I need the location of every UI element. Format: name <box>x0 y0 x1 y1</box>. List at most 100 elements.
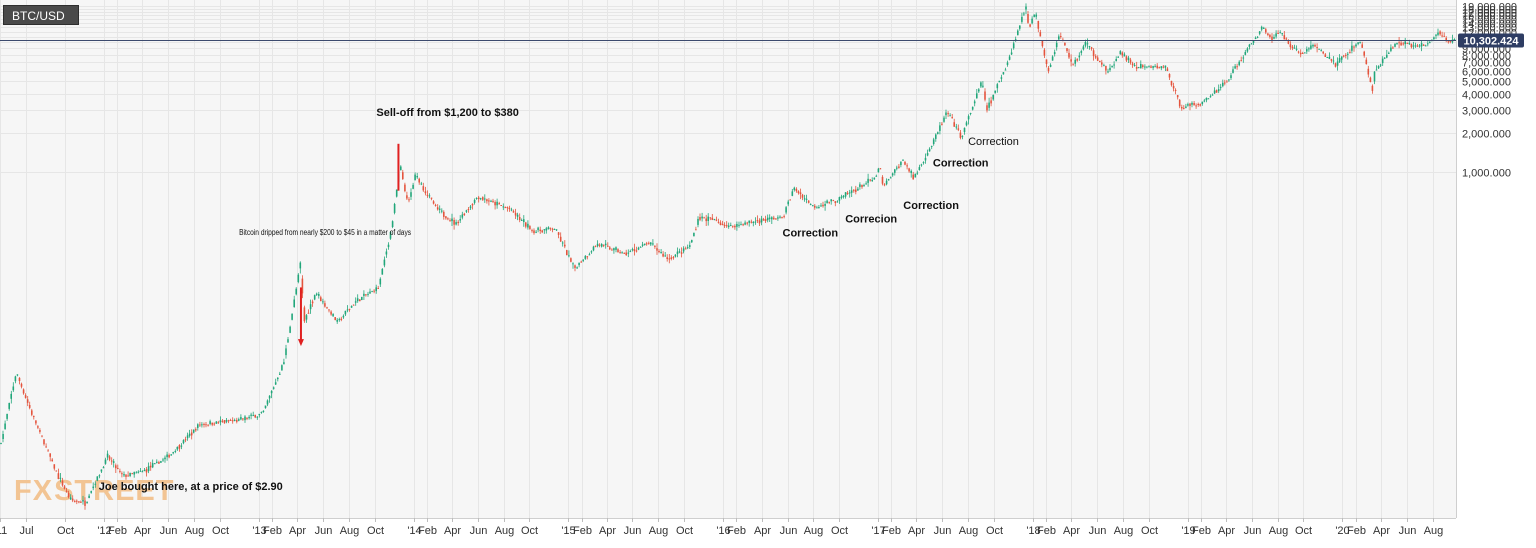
candle-body <box>1195 105 1197 107</box>
candle-body <box>28 405 31 408</box>
x-tick-label: Apr <box>908 525 925 537</box>
candle-body <box>848 192 851 194</box>
candle-body <box>561 242 564 244</box>
x-tick-label: '18 <box>1026 525 1040 537</box>
candle <box>957 124 960 132</box>
candle <box>133 471 135 478</box>
x-tick-label: Jun <box>1089 525 1107 537</box>
candle-body <box>1207 98 1210 100</box>
candle <box>861 184 863 189</box>
candle <box>619 250 621 254</box>
candle-body <box>1111 65 1113 68</box>
candle <box>984 88 986 102</box>
price-axis[interactable]: 1,000.000 2,000.000 3,000.000 4,000.0005,00… <box>1462 2 1517 180</box>
candle <box>299 261 302 274</box>
candle-body <box>322 301 324 303</box>
candle <box>1092 48 1095 61</box>
candle <box>260 411 263 414</box>
candle-body <box>678 251 681 253</box>
candle <box>1113 61 1115 69</box>
candle <box>904 160 906 166</box>
candle <box>1014 36 1017 42</box>
candle <box>131 472 133 475</box>
candle <box>674 254 677 258</box>
candle-body <box>272 387 275 389</box>
candle-body <box>1017 30 1019 36</box>
candle <box>250 412 252 420</box>
candle-body <box>1410 43 1413 48</box>
candle-body <box>736 224 738 227</box>
candle <box>420 181 423 186</box>
candle-body <box>1055 42 1058 48</box>
x-tick-label: Jun <box>624 525 642 537</box>
candle-body <box>1205 97 1208 101</box>
candle-body <box>147 466 150 472</box>
candle-body <box>594 245 597 247</box>
candle-body <box>1283 35 1286 40</box>
candle <box>1000 74 1003 82</box>
candle <box>1181 104 1183 111</box>
candle <box>192 429 195 434</box>
candle <box>1285 37 1288 41</box>
candle-body <box>1183 107 1185 109</box>
candle <box>209 419 211 426</box>
candle-body <box>108 456 111 460</box>
candle <box>668 254 671 264</box>
candle <box>887 178 890 181</box>
watermark: FX STREET <box>14 475 173 507</box>
candle-body <box>254 414 256 418</box>
time-axis[interactable]: '11JulOct'12FebAprJunAugOct'13FebAprJunA… <box>0 518 1443 537</box>
candle <box>338 317 341 322</box>
candle-body <box>982 85 984 87</box>
candle-body <box>426 194 429 196</box>
candle <box>1299 49 1302 58</box>
candle-body <box>293 299 295 307</box>
candle-body <box>180 445 183 447</box>
x-tick-label: Oct <box>57 525 74 537</box>
candle-body <box>1336 61 1339 66</box>
candle-body <box>248 416 250 419</box>
candle <box>1017 29 1019 36</box>
x-tick-label: Aug <box>1424 525 1444 537</box>
candle-body <box>24 395 27 398</box>
candle-body <box>104 459 107 464</box>
symbol-badge[interactable]: BTC/USD <box>3 5 79 25</box>
candle <box>719 220 722 226</box>
candle <box>684 246 687 250</box>
candle-body <box>701 216 703 219</box>
candle-body <box>1023 13 1025 15</box>
candle <box>914 173 917 178</box>
candle-body <box>670 257 673 259</box>
x-tick-label: '19 <box>1181 525 1195 537</box>
candle-body <box>564 244 566 247</box>
candle-body <box>365 294 367 296</box>
candle-body <box>1191 102 1193 105</box>
candle <box>1283 31 1286 40</box>
candle-body <box>1353 46 1355 48</box>
candle <box>781 216 783 219</box>
candle <box>395 189 398 198</box>
candle <box>844 192 847 199</box>
candle <box>539 226 541 234</box>
candle-body <box>635 250 638 252</box>
candle-body <box>504 207 507 209</box>
candle <box>45 443 47 448</box>
candle-body <box>492 200 494 202</box>
candle-body <box>205 424 207 426</box>
candle <box>1021 12 1023 24</box>
candle-body <box>121 473 123 475</box>
candle-body <box>1135 67 1138 69</box>
candle-body <box>1076 59 1078 61</box>
candle <box>1029 23 1031 28</box>
candle <box>1121 51 1124 58</box>
candle-body <box>201 424 203 426</box>
candle-body <box>1117 56 1119 58</box>
candle-body <box>1424 45 1427 47</box>
candle <box>1265 27 1267 35</box>
x-tick-label: Oct <box>676 525 693 537</box>
candle-body <box>469 206 472 209</box>
candle-body <box>1263 27 1265 29</box>
candle <box>1320 48 1322 52</box>
candle-body <box>1429 42 1431 44</box>
